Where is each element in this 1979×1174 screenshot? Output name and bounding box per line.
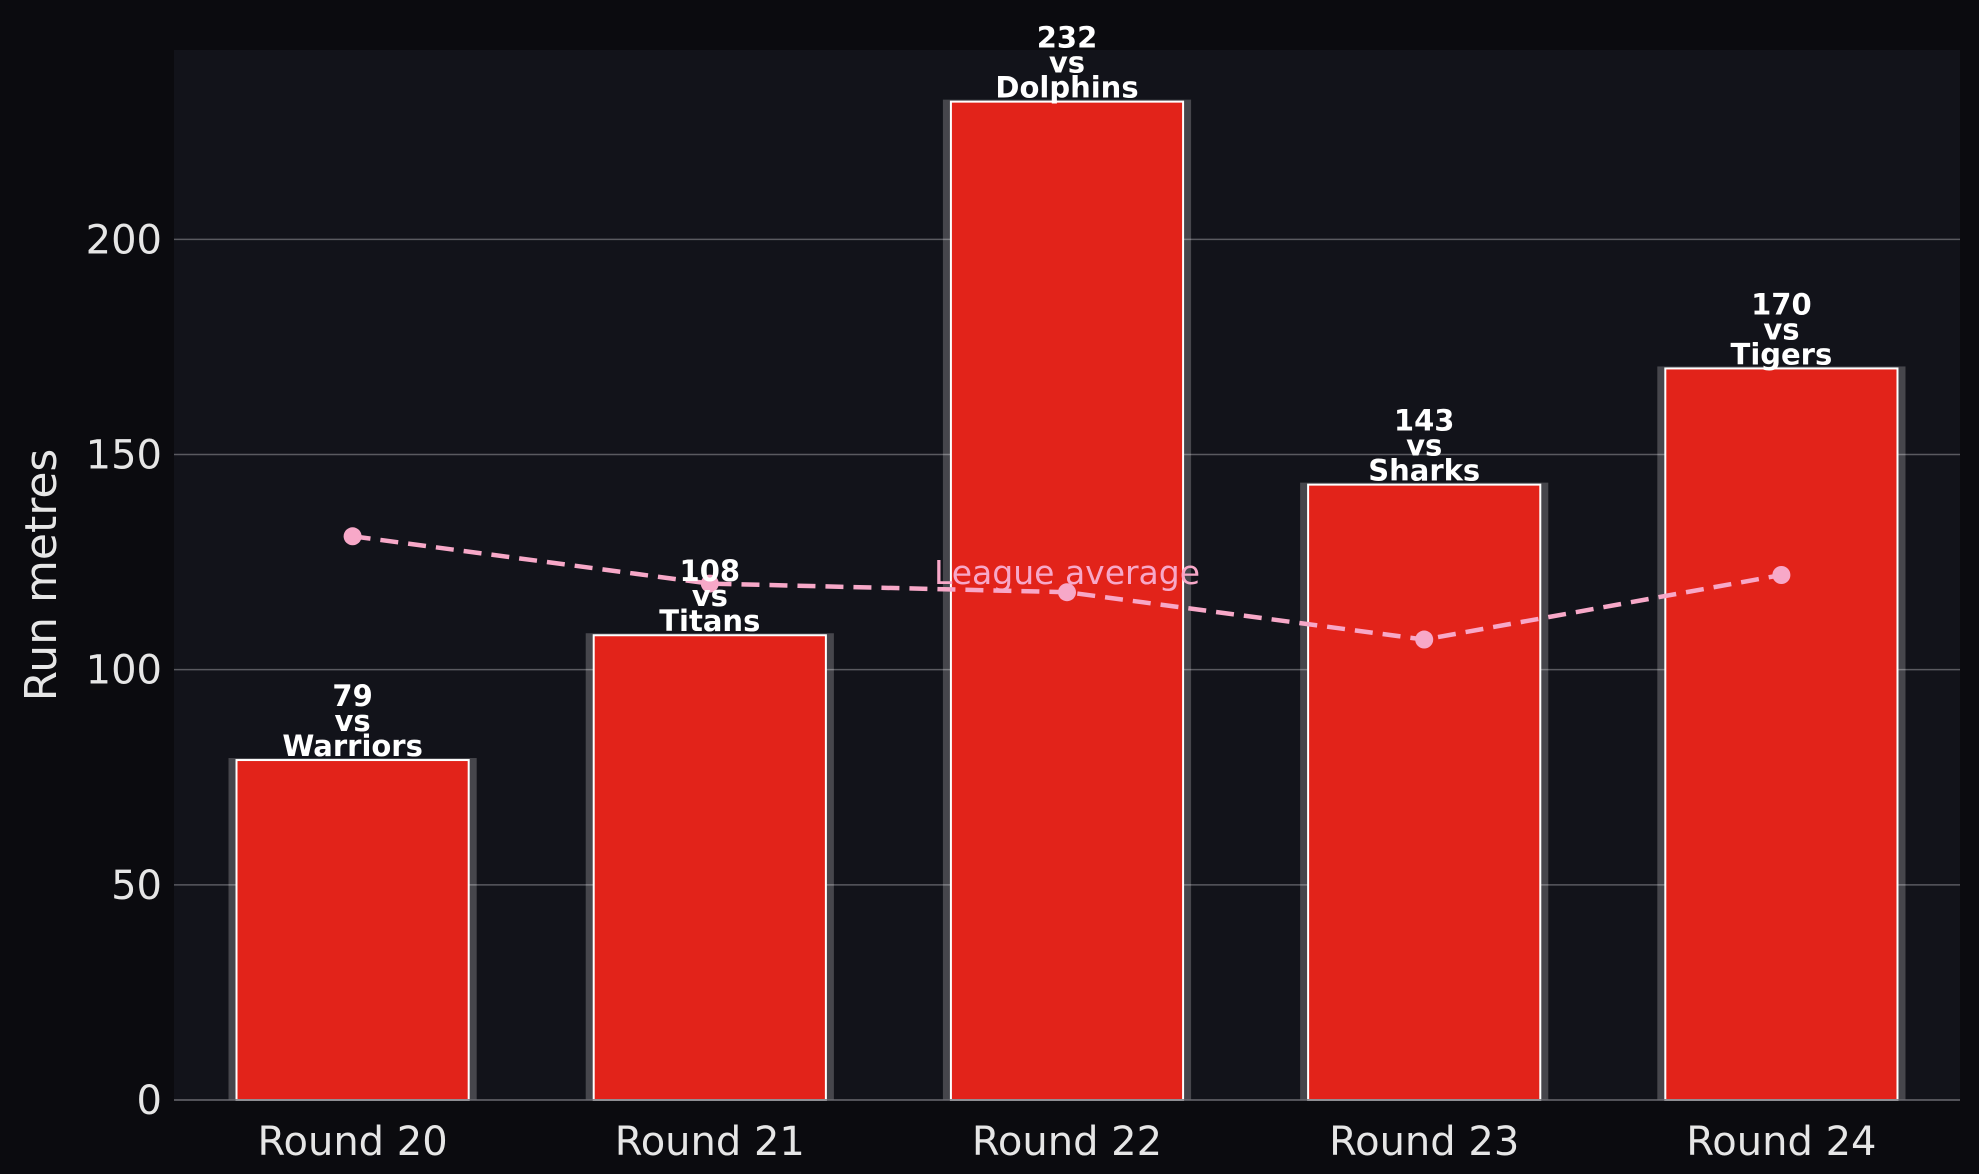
bar-labels: 79vsWarriors108vsTitans232vsDolphins143v… [282,21,1832,763]
bar-data-label: Dolphins [995,71,1138,105]
bar-data-label: Sharks [1368,454,1480,488]
league-average-point [1415,630,1434,649]
bar-data-label: 79 [332,679,372,713]
bar-data-label: 232 [1037,21,1098,55]
axes: Run metres 0 50 100 150 200 Round 20 Round 21 R… [16,217,1960,1165]
y-tick-label: 50 [111,863,162,909]
bar-data-label: vs [1763,312,1799,346]
bar-data-label: Tigers [1731,337,1833,371]
bar-data-label: vs [1049,46,1085,80]
bar-round-21 [592,634,827,1101]
bar-data-label: Warriors [282,729,423,763]
y-tick-label: 100 [86,648,162,694]
league-average-point [1772,566,1791,584]
bar-round-20 [235,759,470,1101]
x-tick-label: Round 23 [1329,1119,1519,1165]
x-tick-label: Round 24 [1686,1119,1876,1165]
bar-round-23 [1307,483,1542,1101]
bar-data-label: 170 [1751,287,1812,321]
bar-data-label: 143 [1394,404,1455,438]
y-tick-label: 150 [86,433,162,479]
league-average-point [343,527,362,546]
league-average-line: League average [343,527,1791,649]
y-tick-label: 200 [86,217,162,263]
y-tick-label: 0 [137,1078,162,1124]
x-tick-label: Round 20 [258,1119,448,1165]
x-tick-label: Round 21 [615,1119,805,1165]
league-average-point [1058,583,1076,602]
league-average-label: League average [934,553,1200,592]
bar-data-label: vs [1406,429,1442,463]
bar-data-label: 108 [680,554,741,588]
league-average-point [700,574,719,593]
bar-data-label: vs [335,704,371,738]
bar-data-label: vs [692,579,728,613]
bars [228,99,1906,1101]
x-tick-label: Round 22 [972,1119,1162,1165]
bar-data-label: Titans [659,604,760,638]
bar-round-24 [1664,367,1899,1101]
y-axis-title: Run metres [16,449,67,702]
